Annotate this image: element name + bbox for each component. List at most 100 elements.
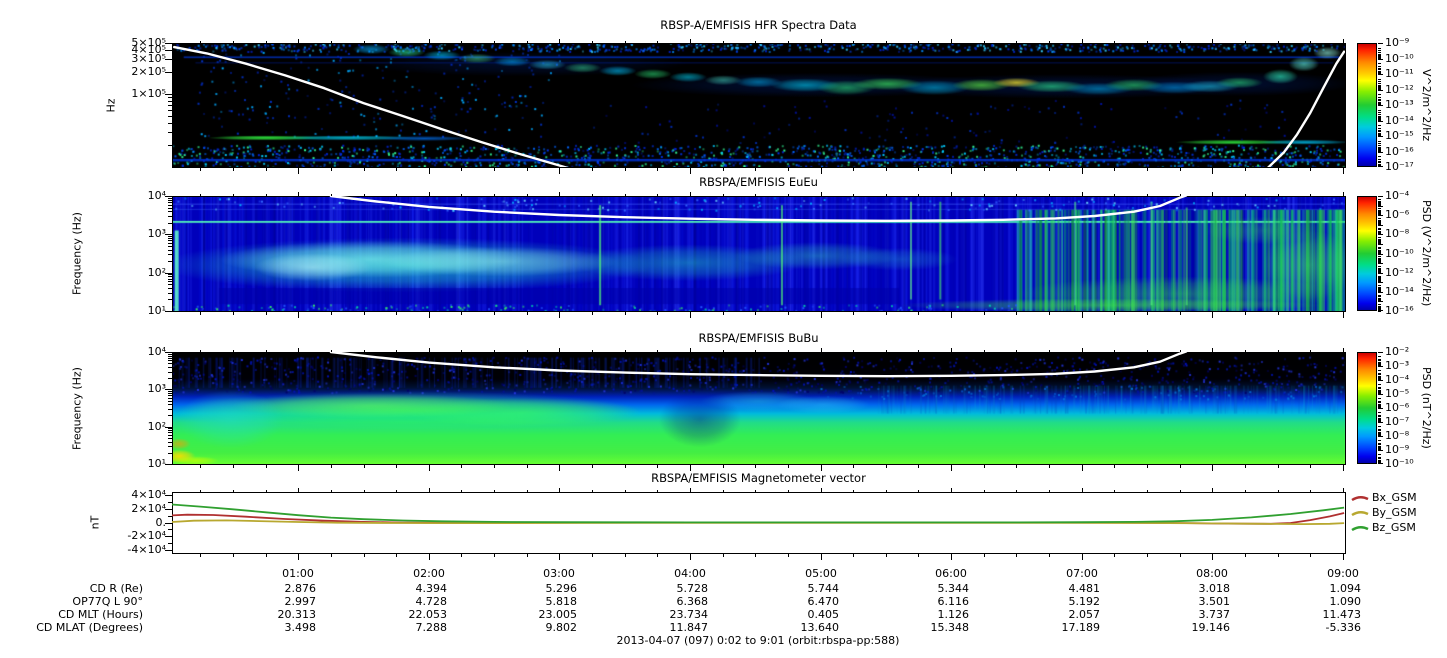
ephemeris-value: 3.501 [1198,595,1231,608]
y-tick-label: 10² [147,420,166,433]
ephemeris-value: 3.737 [1198,608,1231,621]
ephemeris-value: 7.288 [415,621,448,634]
legend-label-by: By_GSM [1372,506,1417,519]
bubu-ylabel: Frequency (Hz) [70,367,84,450]
legend-label-bz: Bz_GSM [1372,521,1416,534]
ephemeris-value: 2.876 [284,582,317,595]
ephemeris-value: 11.473 [1322,608,1362,621]
eueu-colorbar-unit: PSD (V^2/m^2/Hz) [1420,200,1433,307]
colorbar-tick-label: 10⁻¹⁷ [1385,160,1414,173]
eueu-spectrogram-canvas [172,196,1345,311]
ephemeris-row-label-mlt: CD MLT (Hours) [58,608,143,621]
colorbar-tick-label: 10⁻¹⁶ [1385,304,1414,317]
legend-label-bx: Bx_GSM [1372,491,1417,504]
time-tick-label: 02:00 [413,567,445,580]
colorbar-tick-label: 10⁻⁶ [1385,401,1410,414]
ephemeris-value: 13.640 [800,621,840,634]
ephemeris-value: 23.734 [669,608,709,621]
y-tick-label: 10⁴ [147,345,166,358]
y-tick-label: -2×10⁴ [127,529,166,542]
ephemeris-value: 4.394 [415,582,448,595]
y-tick-label: 2×10⁵ [131,65,166,78]
time-tick-label: 07:00 [1066,567,1098,580]
ephemeris-value: 6.470 [807,595,840,608]
ephemeris-value: 9.802 [545,621,578,634]
y-tick-label: 5×10⁵ [131,36,166,49]
hfr-colorbar-unit: V^2/m^2/Hz [1420,68,1433,142]
colorbar-tick-label: 10⁻¹³ [1385,98,1414,111]
y-tick-label: 10³ [147,227,166,240]
y-tick-label: 4×10⁵ [131,43,166,56]
colorbar-tick-label: 10⁻¹⁶ [1385,145,1414,158]
time-tick-label: 06:00 [935,567,967,580]
colorbar-tick-label: 10⁻¹⁰ [1385,457,1414,470]
ephemeris-row-label-l: OP77Q L 90° [72,595,143,608]
time-range-footer: 2013-04-07 (097) 0:02 to 9:01 (orbit:rbs… [616,634,900,647]
ephemeris-value: 5.728 [676,582,709,595]
y-tick-label: 10⁴ [147,189,166,202]
ephemeris-value: 11.847 [669,621,709,634]
y-tick-label: 2×10⁴ [131,502,166,515]
colorbar-tick-label: 10⁻⁹ [1385,443,1410,456]
ephemeris-value: 3.018 [1198,582,1231,595]
colorbar-tick-label: 10⁻⁷ [1385,415,1410,428]
eueu-colorbar [1357,196,1377,311]
bubu-spectrogram-canvas [172,352,1345,464]
ephemeris-value: 5.296 [545,582,578,595]
y-tick-label: 3×10⁵ [131,52,166,65]
ephemeris-value: 6.116 [937,595,970,608]
colorbar-tick-label: 10⁻³ [1385,359,1410,372]
ephemeris-value: 5.744 [807,582,840,595]
ephemeris-value: 1.094 [1329,582,1362,595]
colorbar-tick-label: 10⁻⁶ [1385,208,1410,221]
ephemeris-value: 17.189 [1061,621,1101,634]
ephemeris-value: 6.368 [676,595,709,608]
y-tick-label: 10² [147,266,166,279]
colorbar-tick-label: 10⁻⁸ [1385,429,1410,442]
colorbar-tick-label: 10⁻⁴ [1385,189,1410,202]
bubu-colorbar-unit: PSD (nT^2/Hz) [1420,367,1433,449]
colorbar-tick-label: 10⁻¹⁰ [1385,52,1414,65]
ephemeris-value: 5.344 [937,582,970,595]
panel-title-hfr: RBSP-A/EMFISIS HFR Spectra Data [660,18,857,32]
y-tick-label: -4×10⁴ [127,543,166,556]
time-tick-label: 09:00 [1327,567,1359,580]
ephemeris-value: 2.057 [1068,608,1101,621]
panel-title-bubu: RBSPA/EMFISIS BuBu [698,331,819,345]
time-tick-label: 04:00 [674,567,706,580]
ephemeris-value: 1.090 [1329,595,1362,608]
colorbar-tick-label: 10⁻¹⁴ [1385,285,1414,298]
bubu-colorbar [1357,352,1377,464]
colorbar-tick-label: 10⁻¹⁴ [1385,114,1414,127]
y-tick-label: 10³ [147,382,166,395]
ephemeris-value: 2.997 [284,595,317,608]
ephemeris-value: 4.481 [1068,582,1101,595]
colorbar-tick-label: 10⁻² [1385,345,1410,358]
ephemeris-value: 3.498 [284,621,317,634]
y-tick-label: 4×10⁴ [131,488,166,501]
ephemeris-row-label-mlat: CD MLAT (Degrees) [36,621,143,634]
colorbar-tick-label: 10⁻¹¹ [1385,67,1414,80]
ephemeris-value: 1.126 [937,608,970,621]
ephemeris-value: 23.005 [538,608,578,621]
time-tick-label: 01:00 [282,567,314,580]
colorbar-tick-label: 10⁻¹² [1385,266,1414,279]
panel-title-mag: RBSPA/EMFISIS Magnetometer vector [651,471,866,485]
y-tick-label: 1×10⁵ [131,87,166,100]
colorbar-tick-label: 10⁻⁵ [1385,387,1410,400]
ephemeris-value: 19.146 [1191,621,1231,634]
ephemeris-row-label-r: CD R (Re) [89,582,143,595]
colorbar-tick-label: 10⁻¹² [1385,83,1414,96]
y-tick-label: 10¹ [147,457,166,470]
ephemeris-value: 0.405 [807,608,840,621]
ephemeris-value: 4.728 [415,595,448,608]
hfr-colorbar [1357,43,1377,167]
ephemeris-value: 5.818 [545,595,578,608]
colorbar-tick-label: 10⁻⁹ [1385,36,1410,49]
hfr-spectrogram-canvas [172,43,1345,167]
panel-title-eueu: RBSPA/EMFISIS EuEu [699,175,818,189]
colorbar-tick-label: 10⁻¹⁰ [1385,247,1414,260]
ephemeris-value: 15.348 [930,621,970,634]
ephemeris-value: 5.192 [1068,595,1101,608]
